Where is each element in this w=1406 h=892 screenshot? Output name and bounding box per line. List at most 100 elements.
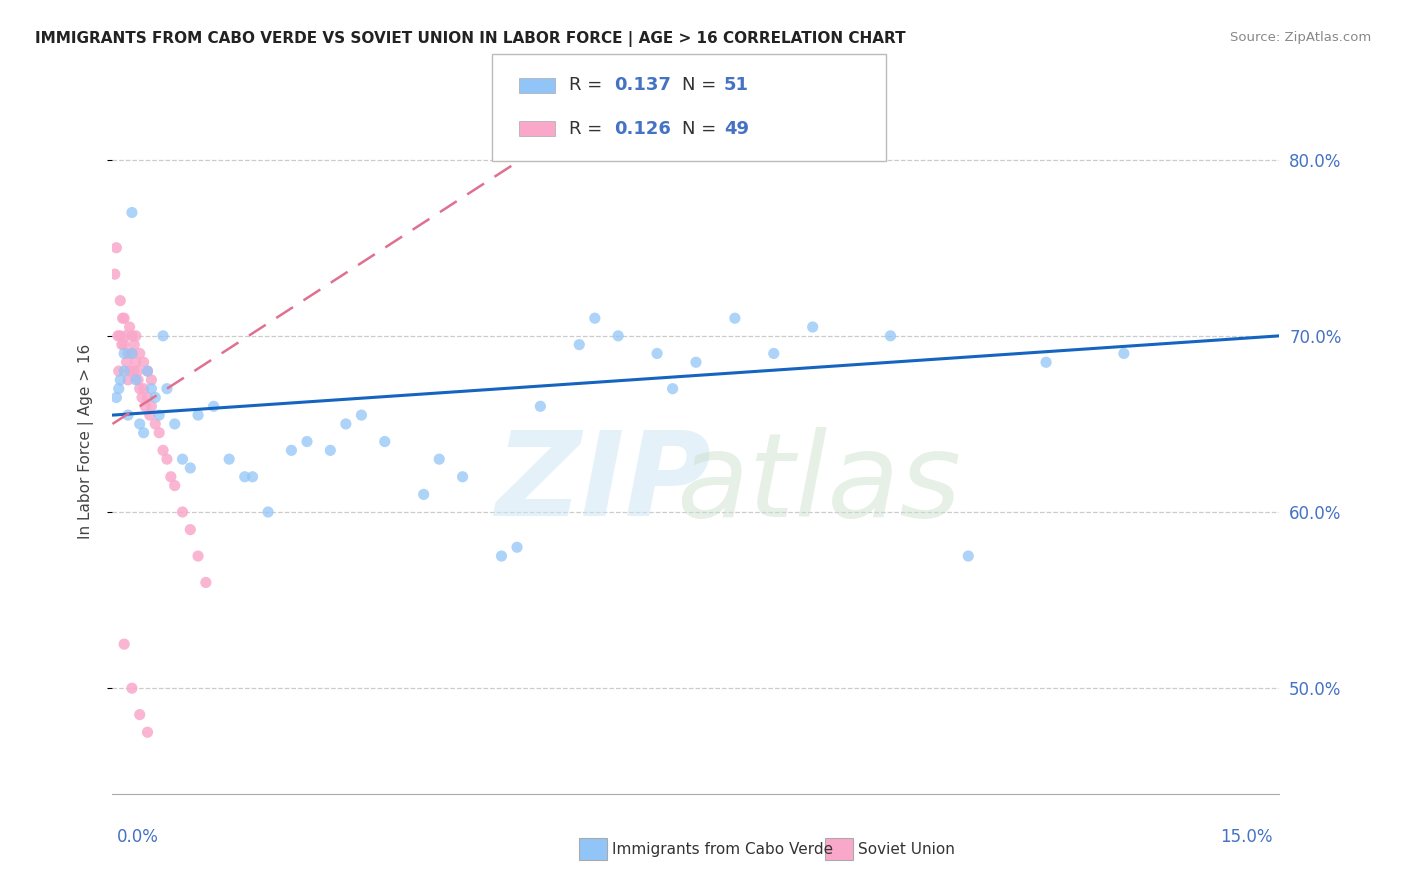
Point	[128, 707, 150, 722]
Point	[128, 382, 150, 396]
Point	[491, 549, 513, 563]
Point	[118, 320, 141, 334]
Point	[115, 355, 138, 369]
Text: Source: ZipAtlas.com: Source: ZipAtlas.com	[1230, 31, 1371, 45]
Point	[319, 443, 342, 458]
Point	[132, 355, 155, 369]
Point	[118, 364, 141, 378]
Point	[128, 417, 150, 431]
Point	[685, 355, 707, 369]
Point	[202, 400, 225, 414]
Point	[117, 408, 139, 422]
Point	[295, 434, 318, 449]
Point	[131, 391, 153, 405]
Point	[148, 408, 170, 422]
Point	[136, 391, 159, 405]
Text: 0.126: 0.126	[614, 120, 671, 137]
Text: R =: R =	[569, 77, 609, 95]
Point	[117, 346, 139, 360]
Point	[801, 320, 824, 334]
Point	[163, 478, 186, 492]
Point	[125, 329, 148, 343]
Point	[136, 364, 159, 378]
Point	[105, 241, 128, 255]
Text: 15.0%: 15.0%	[1220, 828, 1272, 846]
Point	[141, 400, 163, 414]
Point	[104, 267, 127, 281]
Point	[111, 311, 134, 326]
Text: IMMIGRANTS FROM CABO VERDE VS SOVIET UNION IN LABOR FORCE | AGE > 16 CORRELATION: IMMIGRANTS FROM CABO VERDE VS SOVIET UNI…	[35, 31, 905, 47]
Text: 49: 49	[724, 120, 749, 137]
Point	[121, 329, 143, 343]
Point	[194, 575, 217, 590]
Point	[607, 329, 630, 343]
Point	[233, 469, 256, 483]
Point	[107, 364, 129, 378]
Point	[112, 364, 135, 378]
Point	[350, 408, 373, 422]
Point	[136, 364, 159, 378]
Text: N =: N =	[682, 77, 721, 95]
Point	[110, 329, 132, 343]
Point	[879, 329, 901, 343]
Point	[127, 364, 149, 378]
Point	[122, 337, 145, 351]
Point	[111, 337, 134, 351]
Text: R =: R =	[569, 120, 609, 137]
Point	[125, 355, 148, 369]
Point	[1112, 346, 1135, 360]
Point	[152, 443, 174, 458]
Point	[529, 400, 551, 414]
Point	[121, 681, 143, 696]
Point	[136, 725, 159, 739]
Point	[152, 329, 174, 343]
Point	[257, 505, 280, 519]
Point	[139, 408, 162, 422]
Point	[114, 329, 136, 343]
Point	[141, 382, 163, 396]
Point	[110, 373, 132, 387]
Point	[412, 487, 434, 501]
Point	[107, 329, 129, 343]
Point	[117, 373, 139, 387]
Point	[335, 417, 357, 431]
Point	[762, 346, 785, 360]
Point	[160, 469, 183, 483]
Point	[172, 505, 194, 519]
Text: atlas: atlas	[676, 426, 962, 541]
Point	[179, 461, 201, 475]
Point	[105, 391, 128, 405]
Point	[179, 523, 201, 537]
Point	[506, 541, 529, 555]
Point	[242, 469, 264, 483]
Text: 51: 51	[724, 77, 749, 95]
Point	[127, 373, 149, 387]
Point	[132, 382, 155, 396]
Point	[112, 637, 135, 651]
Text: ZIP: ZIP	[495, 426, 710, 541]
Point	[122, 364, 145, 378]
Point	[427, 452, 450, 467]
Point	[172, 452, 194, 467]
Point	[110, 293, 132, 308]
Text: Immigrants from Cabo Verde: Immigrants from Cabo Verde	[612, 842, 832, 856]
Point	[112, 311, 135, 326]
Point	[583, 311, 606, 326]
Point	[156, 452, 179, 467]
Point	[143, 391, 166, 405]
Point	[107, 382, 129, 396]
Point	[724, 311, 747, 326]
Y-axis label: In Labor Force | Age > 16: In Labor Force | Age > 16	[77, 344, 94, 539]
Point	[187, 549, 209, 563]
Text: 0.0%: 0.0%	[117, 828, 159, 846]
Point	[645, 346, 668, 360]
Point	[1035, 355, 1057, 369]
Point	[121, 205, 143, 219]
Point	[163, 417, 186, 431]
Text: Soviet Union: Soviet Union	[858, 842, 955, 856]
Point	[568, 337, 591, 351]
Point	[121, 346, 143, 360]
Point	[143, 417, 166, 431]
Point	[374, 434, 396, 449]
Point	[134, 400, 156, 414]
